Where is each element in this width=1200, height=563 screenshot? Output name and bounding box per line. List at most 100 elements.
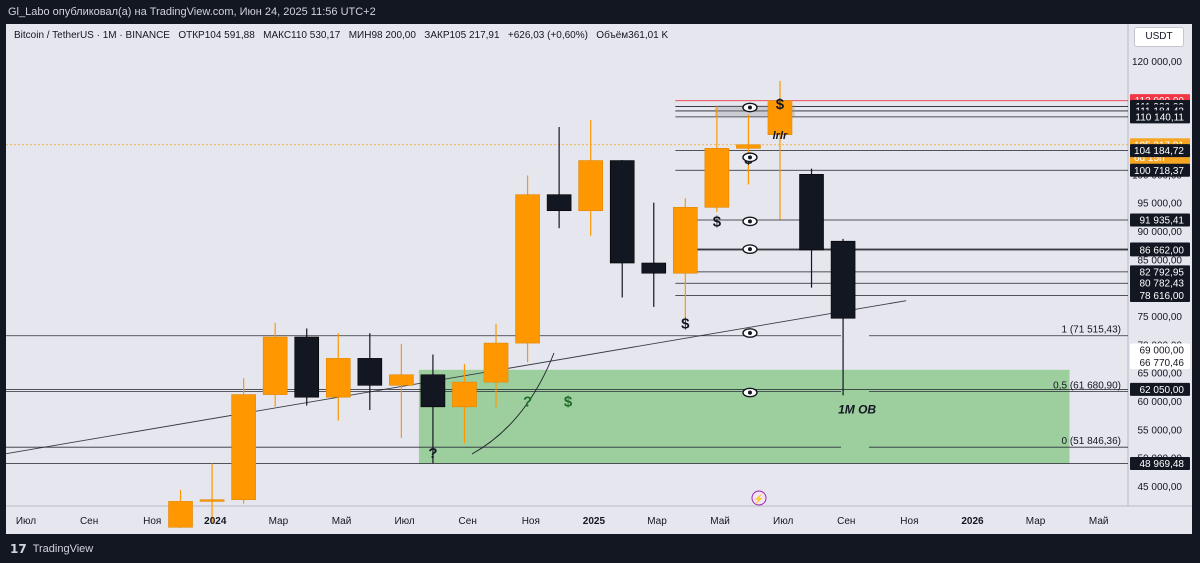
price-tag-countdown: 6d 15h	[1134, 153, 1165, 164]
y-tick-label: 55 000,00	[1138, 425, 1183, 436]
tradingview-logo-icon: 17	[10, 541, 27, 556]
publish-header: Gl_Labo опубликовал(а) на TradingView.co…	[0, 0, 1200, 24]
price-tag	[1130, 243, 1190, 257]
fib-label: 0,5 (61 680,90)	[1053, 380, 1121, 391]
price-tag-label: 82 792,95	[1140, 267, 1185, 278]
x-tick-label: Ноя	[143, 516, 161, 527]
candle-body	[325, 358, 351, 398]
y-tick-label: 75 000,00	[1138, 312, 1183, 323]
fib-label: 0 (51 846,36)	[1062, 436, 1122, 447]
curved-arrow	[471, 352, 555, 455]
candle-body	[830, 240, 856, 319]
legend-high: МАКС110 530,17	[263, 30, 341, 41]
x-tick-label: 2026	[961, 516, 984, 527]
x-tick-label: Май	[332, 516, 352, 527]
lightning-icon	[751, 490, 767, 506]
annotation-label: ?	[523, 394, 532, 411]
annotation-label: ?	[428, 445, 437, 462]
y-tick-label: 60 000,00	[1138, 397, 1183, 408]
eye-icon-pupil	[747, 219, 752, 224]
y-tick-label: 45 000,00	[1138, 482, 1183, 493]
price-tag	[1130, 265, 1190, 279]
y-tick-label: 65 000,00	[1138, 369, 1183, 380]
candle-body	[389, 374, 414, 386]
footer: 17 TradingView	[0, 534, 1200, 563]
legend-volume: Объём361,01 K	[596, 30, 669, 41]
legend-change: +626,03 (+0,60%)	[507, 30, 588, 41]
candle-body	[420, 374, 446, 408]
price-tag-label: 91 935,41	[1140, 216, 1185, 227]
candle-body	[704, 148, 730, 208]
price-tag-label: 78 616,00	[1140, 291, 1185, 302]
order-block-label: 1M OB	[838, 402, 876, 416]
eye-icon-pupil	[747, 155, 752, 160]
annotation-label: lrlr	[773, 130, 788, 142]
annotation-label: $	[713, 213, 722, 230]
candle-body	[799, 174, 824, 251]
candle-body	[673, 207, 698, 274]
y-tick-label: 120 000,00	[1132, 57, 1182, 68]
x-tick-label: Июл	[16, 516, 36, 527]
candle-body	[168, 501, 193, 528]
currency-button[interactable]: USDT	[1134, 27, 1184, 47]
candle-body	[231, 394, 256, 501]
price-tag-label: 104 184,72	[1134, 146, 1184, 157]
candle-body	[452, 381, 477, 408]
annotation-label: $	[564, 394, 573, 411]
price-tag-label: 110 140,11	[1135, 112, 1184, 123]
price-tag-label: 48 969,48	[1140, 459, 1185, 470]
annotation-label: $	[776, 96, 785, 113]
candle-body	[262, 336, 288, 395]
trendline	[5, 300, 907, 455]
candle-body	[767, 100, 793, 135]
order-block-zone	[418, 369, 1070, 464]
price-tag-label: 80 782,43	[1140, 279, 1185, 290]
price-tag-label: 69 000,00	[1140, 346, 1185, 357]
x-tick-label: Сен	[837, 516, 855, 527]
x-tick-label: Май	[1089, 516, 1109, 527]
legend-low: МИН98 200,00	[348, 30, 416, 41]
x-tick-label: Ноя	[522, 516, 540, 527]
y-tick-label: 90 000,00	[1138, 227, 1183, 238]
price-tag	[1130, 213, 1190, 227]
publish-title: Gl_Labo опубликовал(а) на TradingView.co…	[8, 6, 376, 18]
price-tag	[1130, 110, 1190, 124]
candle-body	[483, 342, 509, 383]
price-tag	[1130, 457, 1190, 471]
x-tick-label: Мар	[269, 516, 289, 527]
footer-brand: TradingView	[32, 542, 94, 555]
candle-body	[736, 144, 761, 149]
price-tag-label: 86 662,00	[1140, 245, 1185, 256]
candle-body	[199, 499, 225, 502]
legend-open: ОТКР104 591,88	[178, 30, 255, 41]
x-tick-label: Мар	[1026, 516, 1046, 527]
price-tag	[1130, 289, 1190, 303]
candle-body	[546, 194, 572, 212]
x-tick-label: Май	[710, 516, 730, 527]
x-tick-label: 2024	[204, 516, 227, 527]
eye-icon-pupil	[747, 247, 752, 252]
x-tick-label: 2025	[583, 516, 606, 527]
price-tag	[1130, 276, 1190, 290]
price-tag	[1130, 163, 1190, 177]
price-tag	[1130, 343, 1190, 357]
x-tick-label: Сен	[459, 516, 477, 527]
chart-area[interactable]: 1 (71 515,43) 0,5 (61 680,90) 0 (51 846,36…	[5, 24, 1192, 534]
x-tick-label: Ноя	[900, 516, 918, 527]
eye-icon-pupil	[747, 331, 752, 335]
annotation-label: $	[681, 315, 690, 332]
x-tick-label: Сен	[80, 516, 98, 527]
candle-body	[357, 358, 383, 386]
price-tag-label: 100 718,37	[1134, 166, 1184, 177]
symbol-legend: Bitcoin / TetherUS · 1М · BINANCE ОТКР10…	[14, 30, 668, 41]
candle-body	[609, 160, 635, 264]
x-tick-label: Июл	[773, 516, 793, 527]
eye-icon-pupil	[747, 390, 752, 395]
candle-body	[578, 160, 603, 212]
x-tick-label: Мар	[647, 516, 667, 527]
fib-label: 1 (71 515,43)	[1062, 325, 1122, 336]
eye-icon-pupil	[747, 105, 752, 110]
price-tag	[1130, 356, 1190, 370]
candlestick-chart[interactable]: 1 (71 515,43) 0,5 (61 680,90) 0 (51 846,36…	[5, 24, 1192, 534]
price-tag-label: 62 050,00	[1140, 385, 1185, 396]
